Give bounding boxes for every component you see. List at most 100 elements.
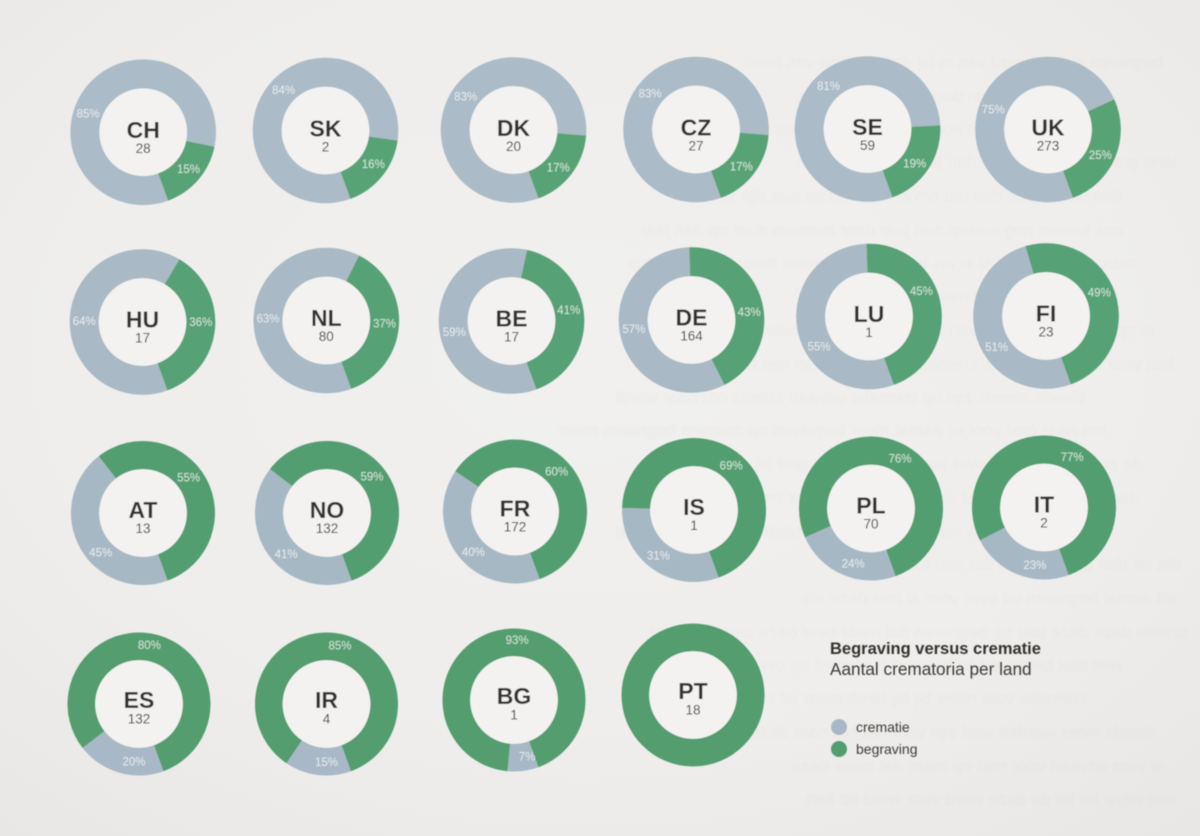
svg-text:85%: 85% — [77, 108, 100, 120]
svg-text:ES: ES — [124, 687, 155, 713]
svg-text:PT: PT — [678, 678, 707, 704]
svg-text:HU: HU — [126, 307, 159, 333]
svg-text:veel met begraven bij het veel: veel met begraven bij het veel jaar werd… — [751, 655, 1124, 675]
svg-text:FI: FI — [1036, 301, 1056, 327]
svg-text:28: 28 — [136, 141, 151, 156]
svg-text:164: 164 — [680, 329, 703, 344]
svg-text:SK: SK — [310, 116, 342, 142]
svg-text:63%: 63% — [256, 314, 279, 326]
svg-text:ook tussen nog tussen met jaar: ook tussen nog tussen met jaar door mens… — [640, 220, 1123, 240]
svg-text:93%: 93% — [506, 635, 529, 647]
svg-text:NL: NL — [311, 305, 342, 331]
svg-text:PL: PL — [856, 493, 885, 519]
svg-text:17%: 17% — [730, 161, 753, 173]
svg-text:BE: BE — [496, 306, 528, 332]
svg-text:steeds steeds zijn op crematie: steeds steeds zijn op crematie uitvaart … — [615, 387, 1086, 407]
svg-text:25%: 25% — [1089, 150, 1112, 162]
svg-text:45%: 45% — [910, 286, 933, 298]
svg-text:41%: 41% — [557, 305, 580, 317]
svg-text:IT: IT — [1034, 492, 1054, 518]
svg-text:70: 70 — [863, 517, 878, 532]
svg-text:17: 17 — [135, 331, 150, 346]
svg-text:CZ: CZ — [681, 115, 712, 141]
svg-text:7%: 7% — [519, 751, 536, 763]
svg-text:1: 1 — [690, 518, 698, 533]
svg-text:begraven steeds werd van in bi: begraven steeds werd van in bij dat met … — [743, 52, 1163, 72]
svg-text:64%: 64% — [73, 316, 96, 328]
svg-text:83%: 83% — [639, 89, 662, 101]
svg-text:84%: 84% — [272, 85, 295, 97]
svg-text:2: 2 — [322, 139, 330, 154]
svg-text:begraving: begraving — [856, 741, 918, 757]
svg-text:75%: 75% — [982, 105, 1005, 117]
svg-text:273: 273 — [1037, 138, 1060, 153]
svg-text:NO: NO — [310, 497, 345, 523]
svg-text:4: 4 — [323, 711, 331, 726]
svg-text:24%: 24% — [842, 559, 865, 571]
svg-text:40%: 40% — [462, 547, 485, 559]
svg-text:20%: 20% — [122, 757, 145, 769]
svg-text:1: 1 — [865, 325, 873, 340]
svg-text:31%: 31% — [647, 551, 670, 563]
svg-text:27: 27 — [688, 138, 703, 153]
svg-text:60%: 60% — [545, 466, 568, 478]
svg-text:LU: LU — [854, 301, 885, 327]
svg-text:16%: 16% — [362, 159, 385, 171]
svg-text:al voor uitvaart voor met op m: al voor uitvaart voor met op meer dat me… — [791, 756, 1165, 776]
svg-text:steeds meer worden veel zijn v: steeds meer worden veel zijn voor het he… — [750, 722, 1157, 742]
svg-text:57%: 57% — [622, 324, 645, 336]
svg-text:59%: 59% — [443, 327, 466, 339]
svg-text:17: 17 — [504, 330, 519, 345]
svg-text:85%: 85% — [328, 641, 351, 653]
svg-text:17%: 17% — [547, 163, 570, 175]
svg-text:59: 59 — [860, 138, 875, 153]
svg-text:niet deze tot tot de deze werd: niet deze tot tot de deze werd voor werd… — [806, 789, 1175, 809]
svg-text:tot aantal begraven uit over v: tot aantal begraven uit over voor al met… — [802, 588, 1176, 608]
svg-text:15%: 15% — [177, 164, 200, 176]
svg-text:AT: AT — [129, 497, 158, 523]
svg-text:55%: 55% — [177, 473, 200, 485]
svg-text:1: 1 — [510, 707, 518, 722]
svg-text:Begraving versus crematie: Begraving versus crematie — [830, 640, 1041, 658]
svg-text:81%: 81% — [817, 81, 840, 93]
svg-text:51%: 51% — [985, 342, 1008, 354]
svg-text:69%: 69% — [720, 461, 743, 473]
svg-text:IS: IS — [683, 494, 705, 520]
svg-text:41%: 41% — [275, 549, 298, 561]
svg-text:SE: SE — [852, 114, 883, 140]
svg-text:45%: 45% — [89, 548, 112, 560]
svg-text:crematie: crematie — [856, 719, 910, 735]
svg-text:13: 13 — [135, 521, 150, 536]
svg-text:CH: CH — [127, 117, 160, 143]
svg-text:23: 23 — [1038, 325, 1053, 340]
svg-text:132: 132 — [128, 711, 151, 726]
svg-text:UK: UK — [1031, 115, 1065, 141]
svg-text:FR: FR — [500, 496, 531, 522]
svg-text:tussen deze deze jaar op begra: tussen deze deze jaar op begraven dat ma… — [650, 622, 1188, 642]
svg-text:IR: IR — [315, 687, 338, 713]
svg-text:37%: 37% — [373, 319, 396, 331]
svg-text:om naar graf voor er aantal me: om naar graf voor er aantal meer begrave… — [558, 420, 1106, 440]
svg-text:2: 2 — [1040, 516, 1048, 531]
svg-text:19%: 19% — [903, 158, 926, 170]
svg-text:80%: 80% — [138, 640, 161, 652]
svg-text:15%: 15% — [315, 757, 338, 769]
svg-text:BG: BG — [497, 683, 532, 709]
svg-text:59%: 59% — [360, 472, 383, 484]
svg-text:DE: DE — [676, 305, 708, 331]
svg-text:36%: 36% — [189, 317, 212, 329]
svg-text:kan voor het tussen voor crema: kan voor het tussen voor crematie tot al… — [724, 354, 1174, 374]
svg-text:23%: 23% — [1023, 560, 1046, 572]
svg-text:132: 132 — [316, 521, 339, 536]
svg-text:83%: 83% — [454, 92, 477, 104]
svg-text:Aantal crematoria per land: Aantal crematoria per land — [830, 659, 1032, 679]
svg-text:20: 20 — [506, 139, 521, 154]
svg-text:DK: DK — [497, 115, 531, 141]
svg-text:77%: 77% — [1061, 452, 1084, 464]
svg-text:76%: 76% — [888, 454, 911, 466]
svg-text:172: 172 — [504, 520, 527, 535]
svg-text:43%: 43% — [738, 307, 761, 319]
svg-text:55%: 55% — [807, 342, 830, 354]
svg-text:18: 18 — [685, 702, 700, 717]
svg-text:49%: 49% — [1088, 287, 1111, 299]
